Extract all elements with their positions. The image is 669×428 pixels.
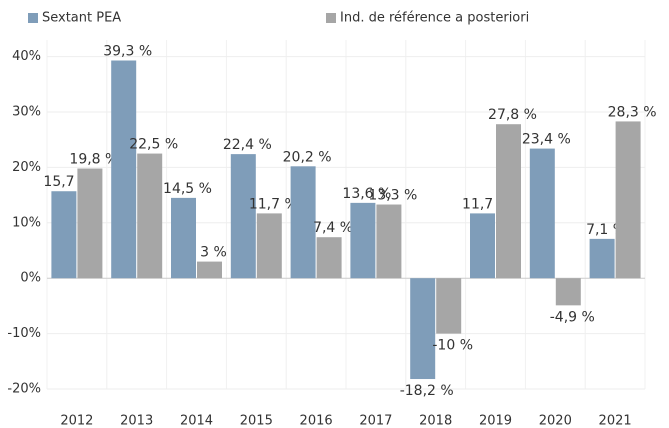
y-tick-label: -20% (7, 382, 41, 397)
y-tick-label: 40% (12, 49, 41, 64)
value-label: 13,6 % (342, 186, 391, 202)
value-label: 27,8 % (488, 107, 537, 123)
value-label: 19,8 % (69, 152, 118, 168)
x-tick-label: 2017 (359, 414, 392, 428)
x-tick-label: 2013 (120, 414, 153, 428)
x-tick-label: 2015 (240, 414, 273, 428)
y-tick-label: 20% (12, 160, 41, 175)
bar (256, 213, 282, 279)
bar (470, 213, 495, 279)
bar (436, 278, 462, 334)
bar (316, 237, 342, 279)
bar (77, 168, 103, 279)
x-tick-label: 2016 (300, 414, 333, 428)
y-tick-label: 10% (12, 215, 41, 230)
value-label: -4,9 % (550, 309, 595, 325)
bar (555, 278, 581, 306)
bar (230, 154, 256, 279)
bar (410, 278, 436, 380)
bar (589, 238, 615, 279)
legend-label: Sextant PEA (42, 11, 121, 26)
bar (197, 261, 222, 279)
value-label: -10 % (432, 338, 473, 354)
x-tick-label: 2018 (419, 414, 452, 428)
value-label: 28,3 % (608, 104, 657, 120)
bar (51, 191, 77, 279)
x-tick-label: 2012 (60, 414, 93, 428)
value-label: 20,2 % (283, 149, 332, 165)
y-tick-label: 30% (12, 105, 41, 120)
value-label: 11,7 % (249, 196, 298, 212)
y-tick-label: -10% (7, 326, 41, 341)
bar (615, 121, 641, 279)
x-tick-label: 2021 (599, 414, 632, 428)
value-label: 7,4 % (313, 220, 353, 236)
x-tick-label: 2019 (479, 414, 512, 428)
legend-swatch (326, 13, 336, 23)
value-label: 22,4 % (223, 137, 272, 153)
value-label: 22,5 % (129, 137, 178, 153)
value-label: 14,5 % (163, 181, 212, 197)
value-label: -18,2 % (400, 383, 454, 399)
bar (529, 148, 555, 279)
legend-swatch (28, 13, 38, 23)
legend-label: Ind. de référence a posteriori (340, 11, 529, 26)
bar (111, 60, 137, 279)
value-label: 3 % (200, 245, 227, 261)
bar (137, 153, 163, 279)
x-tick-label: 2020 (539, 414, 572, 428)
x-tick-label: 2014 (180, 414, 213, 428)
bar (350, 202, 376, 279)
value-label: 13,3 % (368, 188, 417, 204)
value-label: 23,4 % (522, 132, 571, 148)
value-label: 39,3 % (103, 43, 152, 59)
bar (376, 204, 402, 279)
bar (496, 124, 521, 279)
bar (171, 197, 196, 279)
y-tick-label: 0% (20, 271, 41, 286)
bar (290, 166, 316, 279)
